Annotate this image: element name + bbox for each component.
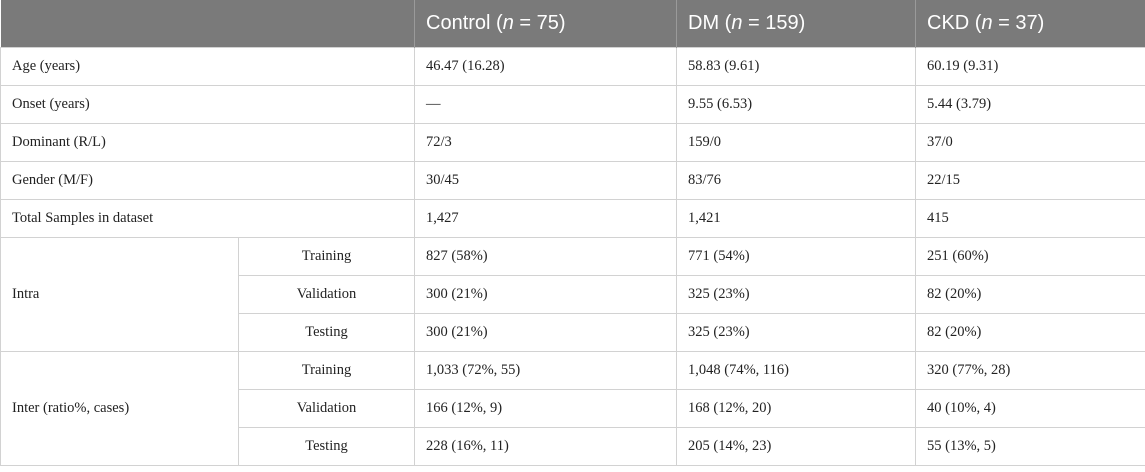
header-ckd: CKD (n = 37) (915, 0, 1145, 47)
cell-ckd: 40 (10%, 4) (915, 388, 1145, 428)
split-label: Testing (238, 312, 415, 352)
cell-dm: 325 (23%) (676, 274, 916, 314)
row-label: Age (years) (0, 46, 415, 86)
cell-ckd: 82 (20%) (915, 312, 1145, 352)
table-row: Inter (ratio%, cases) Training 1,033 (72… (0, 350, 1145, 466)
cell-dm: 58.83 (9.61) (676, 46, 916, 86)
table-row: Intra Training 827 (58%) 771 (54%) 251 (… (0, 236, 1145, 352)
row-label: Onset (years) (0, 84, 415, 124)
split-label: Validation (238, 388, 415, 428)
cell-ckd: 251 (60%) (915, 236, 1145, 276)
cell-control: 827 (58%) (414, 236, 677, 276)
table-row: Total Samples in dataset 1,427 1,421 415 (0, 198, 1145, 238)
group-label-intra: Intra (0, 236, 239, 352)
cell-control: 228 (16%, 11) (414, 426, 677, 466)
row-label: Total Samples in dataset (0, 198, 415, 238)
cell-dm: 1,048 (74%, 116) (676, 350, 916, 390)
table-row: Testing 228 (16%, 11) 205 (14%, 23) 55 (… (1, 426, 1145, 466)
split-label: Training (238, 350, 415, 390)
header-control-n: n (502, 11, 514, 34)
cell-control: 72/3 (414, 122, 677, 162)
table-row: Validation 166 (12%, 9) 168 (12%, 20) 40… (1, 388, 1145, 428)
header-dm-count: = 159) (748, 11, 806, 34)
split-label: Testing (238, 426, 415, 466)
cell-dm: 159/0 (676, 122, 916, 162)
header-ckd-n: n (981, 11, 993, 34)
cell-dm: 9.55 (6.53) (676, 84, 916, 124)
header-control-count: = 75) (519, 11, 566, 34)
split-label: Training (238, 236, 415, 276)
header-control-name: Control (426, 11, 491, 34)
cell-dm: 168 (12%, 20) (676, 388, 916, 428)
cell-ckd: 22/15 (915, 160, 1145, 200)
cell-control: 166 (12%, 9) (414, 388, 677, 428)
cell-control: 1,033 (72%, 55) (414, 350, 677, 390)
header-dm-n: n (731, 11, 743, 34)
cell-control: 30/45 (414, 160, 677, 200)
cell-ckd: 82 (20%) (915, 274, 1145, 314)
row-label: Gender (M/F) (0, 160, 415, 200)
cell-ckd: 60.19 (9.31) (915, 46, 1145, 86)
cell-dm: 83/76 (676, 160, 916, 200)
header-ckd-name: CKD (927, 11, 970, 34)
cell-ckd: 5.44 (3.79) (915, 84, 1145, 124)
cell-ckd: 37/0 (915, 122, 1145, 162)
header-control: Control (n = 75) (414, 0, 677, 47)
table-row: Age (years) 46.47 (16.28) 58.83 (9.61) 6… (0, 46, 1145, 86)
cell-ckd: 415 (915, 198, 1145, 238)
header-ckd-count: = 37) (998, 11, 1045, 34)
cell-dm: 1,421 (676, 198, 916, 238)
cell-control: 46.47 (16.28) (414, 46, 677, 86)
table-row: Gender (M/F) 30/45 83/76 22/15 (0, 160, 1145, 200)
table-row: Validation 300 (21%) 325 (23%) 82 (20%) (1, 274, 1145, 314)
table-row: Onset (years) — 9.55 (6.53) 5.44 (3.79) (0, 84, 1145, 124)
cell-dm: 205 (14%, 23) (676, 426, 916, 466)
header-dm: DM (n = 159) (676, 0, 916, 47)
cell-control: 300 (21%) (414, 274, 677, 314)
group-label-inter: Inter (ratio%, cases) (0, 350, 239, 466)
cell-control: 300 (21%) (414, 312, 677, 352)
cell-ckd: 55 (13%, 5) (915, 426, 1145, 466)
table-row: Dominant (R/L) 72/3 159/0 37/0 (0, 122, 1145, 162)
header-row: Control (n = 75) DM (n = 159) CKD (n = 3… (0, 0, 1145, 47)
cell-control: 1,427 (414, 198, 677, 238)
header-empty (1, 0, 415, 47)
cell-dm: 771 (54%) (676, 236, 916, 276)
split-label: Validation (238, 274, 415, 314)
cell-dm: 325 (23%) (676, 312, 916, 352)
cell-ckd: 320 (77%, 28) (915, 350, 1145, 390)
header-dm-name: DM (688, 11, 720, 34)
cell-control: — (414, 84, 677, 124)
table-row: Testing 300 (21%) 325 (23%) 82 (20%) (1, 312, 1145, 352)
row-label: Dominant (R/L) (0, 122, 415, 162)
